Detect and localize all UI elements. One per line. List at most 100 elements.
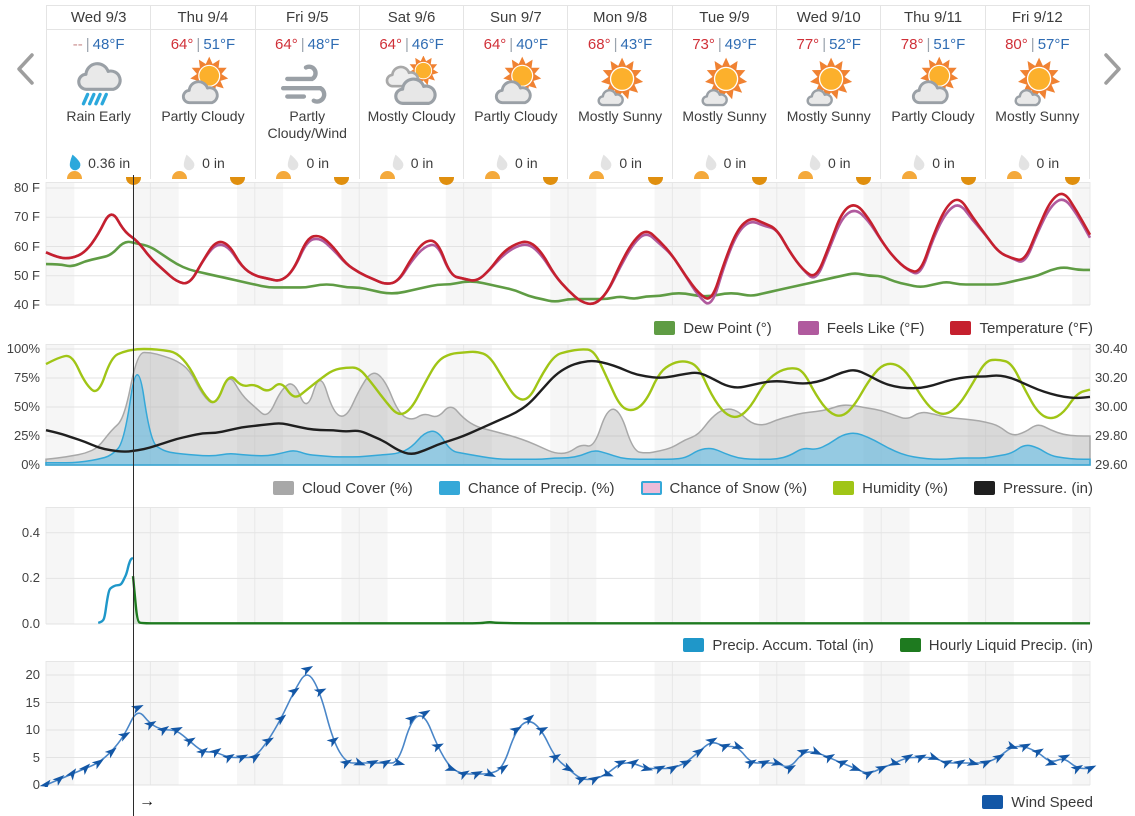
precip-amount: 0.36 in <box>88 154 131 171</box>
legend-swatch-icon <box>982 795 1004 809</box>
legend-swatch-icon <box>683 638 705 652</box>
day-precip-row: 0 in <box>464 153 567 172</box>
day-column-9[interactable]: Thu 9/11 78° | 51°F Partly Cloudy 0 in <box>880 6 985 179</box>
y-axis-tick: 100% <box>6 341 40 356</box>
precip-amount: 0 in <box>1036 154 1060 171</box>
day-high-temp: -- <box>72 36 83 53</box>
chart-plot-0[interactable] <box>0 182 1135 309</box>
chevron-right-icon <box>1104 53 1121 85</box>
day-precip-row: 0 in <box>673 153 776 172</box>
weather-icon-mostly-sunny <box>568 56 671 108</box>
day-condition: Mostly Sunny <box>995 108 1080 124</box>
chart-legend-0: Dew Point (°) Feels Like (°F) Temperature … <box>654 317 1093 339</box>
precip-amount: 0 in <box>515 154 538 171</box>
precip-amount: 0 in <box>306 154 330 171</box>
day-low-temp: 48°F <box>307 36 340 53</box>
day-high-temp: 78° <box>900 36 924 53</box>
day-condition: Mostly Cloudy <box>367 108 456 124</box>
y-axis-tick: 0.4 <box>21 524 40 540</box>
y-axis-tick: 50% <box>13 399 40 414</box>
day-date: Mon 9/8 <box>568 6 672 30</box>
day-high-temp: 64° <box>170 36 194 53</box>
weather-icon-mostly-cloudy <box>360 56 463 108</box>
precip-amount: 0 in <box>202 154 225 171</box>
legend-swatch-icon <box>797 321 819 335</box>
y-axis-tick-right: 29.80 <box>1095 428 1128 443</box>
legend-swatch-icon <box>272 481 294 495</box>
chart-plot-2[interactable] <box>0 507 1135 626</box>
weather-icon-wind <box>256 56 359 108</box>
next-days-button[interactable] <box>1102 52 1124 89</box>
day-low-temp: 43°F <box>620 36 653 53</box>
weather-icon-mostly-sunny <box>986 56 1089 108</box>
legend-item: Feels Like (°F) <box>797 320 924 337</box>
legend-item: Humidity (%) <box>833 480 948 497</box>
day-date: Wed 9/3 <box>47 6 151 30</box>
day-precip-row: 0 in <box>256 153 359 172</box>
y-axis-tick: 5 <box>32 749 40 765</box>
weather-icon-mostly-sunny <box>673 56 776 108</box>
day-precip-row: 0 in <box>986 153 1089 172</box>
day-low-temp: 46°F <box>411 36 444 53</box>
day-column-2[interactable]: Thu 9/4 64° | 51°F Partly Cloudy 0 in <box>150 6 255 179</box>
legend-label: Dew Point (°) <box>683 319 772 337</box>
chart-plot-1[interactable] <box>0 344 1135 467</box>
day-high-low: 64° | 51°F <box>151 36 254 54</box>
droplet-icon <box>392 154 404 171</box>
prev-days-button[interactable] <box>14 52 36 89</box>
precip-amount: 0 in <box>827 154 851 171</box>
day-high-low: 77° | 52°F <box>777 36 880 54</box>
y-axis-tick: 20 <box>25 667 40 682</box>
day-condition: Partly Cloudy <box>474 108 558 124</box>
legend-label: Chance of Precip. (%) <box>467 479 615 497</box>
day-column-6[interactable]: Mon 9/8 68° | 43°F Mostly Sunny 0 in <box>567 6 672 179</box>
sunrise-marker-icon <box>1007 171 1022 179</box>
day-column-1[interactable]: Wed 9/3 -- | 48°F Rain Early 0.36 in <box>46 6 151 179</box>
sunset-marker-icon <box>856 177 871 185</box>
legend-swatch-icon <box>950 321 972 335</box>
legend-label: Hourly Liquid Precip. (in) <box>928 636 1093 654</box>
day-column-10[interactable]: Fri 9/12 80° | 57°F Mostly Sunny 0 in <box>984 6 1090 179</box>
legend-item: Hourly Liquid Precip. (in) <box>899 636 1093 654</box>
y-axis-tick: 60 F <box>13 238 40 254</box>
sunrise-marker-icon <box>172 171 187 179</box>
day-column-8[interactable]: Wed 9/10 77° | 52°F Mostly Sunny 0 in <box>776 6 881 179</box>
sunset-marker-icon <box>1065 177 1080 185</box>
day-high-temp: 80° <box>1005 36 1028 53</box>
y-axis-tick-right: 30.20 <box>1095 370 1128 385</box>
weather-icon-partly-cloudy <box>151 56 254 108</box>
legend-label: Humidity (%) <box>862 479 948 497</box>
sunrise-marker-icon <box>589 171 604 179</box>
day-column-4[interactable]: Sat 9/6 64° | 46°F Mostly Cloudy 0 in <box>358 6 464 179</box>
precip-amount: 0 in <box>723 154 747 171</box>
chart-plot-3[interactable] <box>0 661 1135 787</box>
now-line <box>133 175 134 816</box>
temp-separator: | <box>822 36 827 53</box>
day-column-7[interactable]: Tue 9/9 73° | 49°F Mostly Sunny 0 in <box>671 6 777 179</box>
weather-icon-rain <box>47 56 150 108</box>
day-precip-row: 0 in <box>881 153 984 172</box>
y-axis-tick: 0.0 <box>21 616 40 631</box>
day-high-low: 64° | 48°F <box>256 36 359 54</box>
weather-icon-partly-cloudy <box>881 56 984 108</box>
pan-right-arrow-icon[interactable]: → <box>139 793 155 810</box>
y-axis-tick: 50 F <box>13 267 40 283</box>
temp-separator: | <box>300 36 305 53</box>
day-column-5[interactable]: Sun 9/7 64° | 40°F Partly Cloudy 0 in <box>463 6 568 179</box>
legend-label: Chance of Snow (%) <box>669 479 808 497</box>
sunrise-marker-icon <box>902 171 917 179</box>
day-precip-row: 0 in <box>360 153 463 172</box>
day-column-3[interactable]: Fri 9/5 64° | 48°F Partly Cloudy/Wind 0 in <box>254 6 359 179</box>
droplet-icon <box>601 154 612 171</box>
sunrise-marker-icon <box>67 171 82 179</box>
temp-separator: | <box>196 36 201 53</box>
day-condition: Mostly Sunny <box>578 108 663 124</box>
day-date: Wed 9/10 <box>777 6 881 30</box>
sunrise-marker-icon <box>276 171 291 179</box>
day-date: Thu 9/4 <box>151 6 255 30</box>
y-axis-tick: 70 F <box>13 209 40 225</box>
day-condition: Mostly Sunny <box>786 108 871 124</box>
day-low-temp: 51°F <box>203 36 236 53</box>
day-date: Fri 9/12 <box>985 6 1089 30</box>
